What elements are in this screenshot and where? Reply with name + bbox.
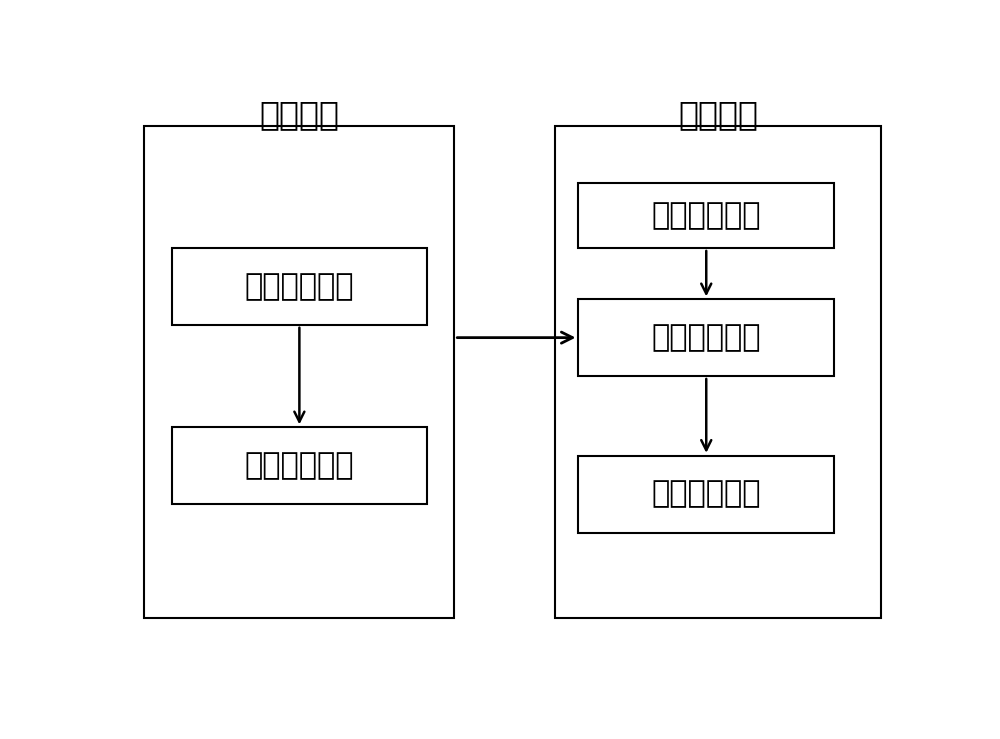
Bar: [578, 456, 834, 533]
Text: 信息获取单元: 信息获取单元: [245, 272, 354, 301]
Bar: [144, 126, 454, 618]
Text: 信息整合单元: 信息整合单元: [652, 201, 761, 230]
Text: 参数计算单元: 参数计算单元: [245, 452, 354, 480]
Bar: [578, 183, 834, 248]
Text: 校正模块: 校正模块: [678, 98, 758, 131]
Text: 标定模块: 标定模块: [259, 98, 339, 131]
Text: 实体测量单元: 实体测量单元: [652, 480, 761, 508]
Bar: [555, 126, 881, 618]
Text: 参数计算单元: 参数计算单元: [652, 323, 761, 352]
Bar: [172, 427, 427, 504]
Bar: [578, 299, 834, 376]
Bar: [172, 248, 427, 325]
